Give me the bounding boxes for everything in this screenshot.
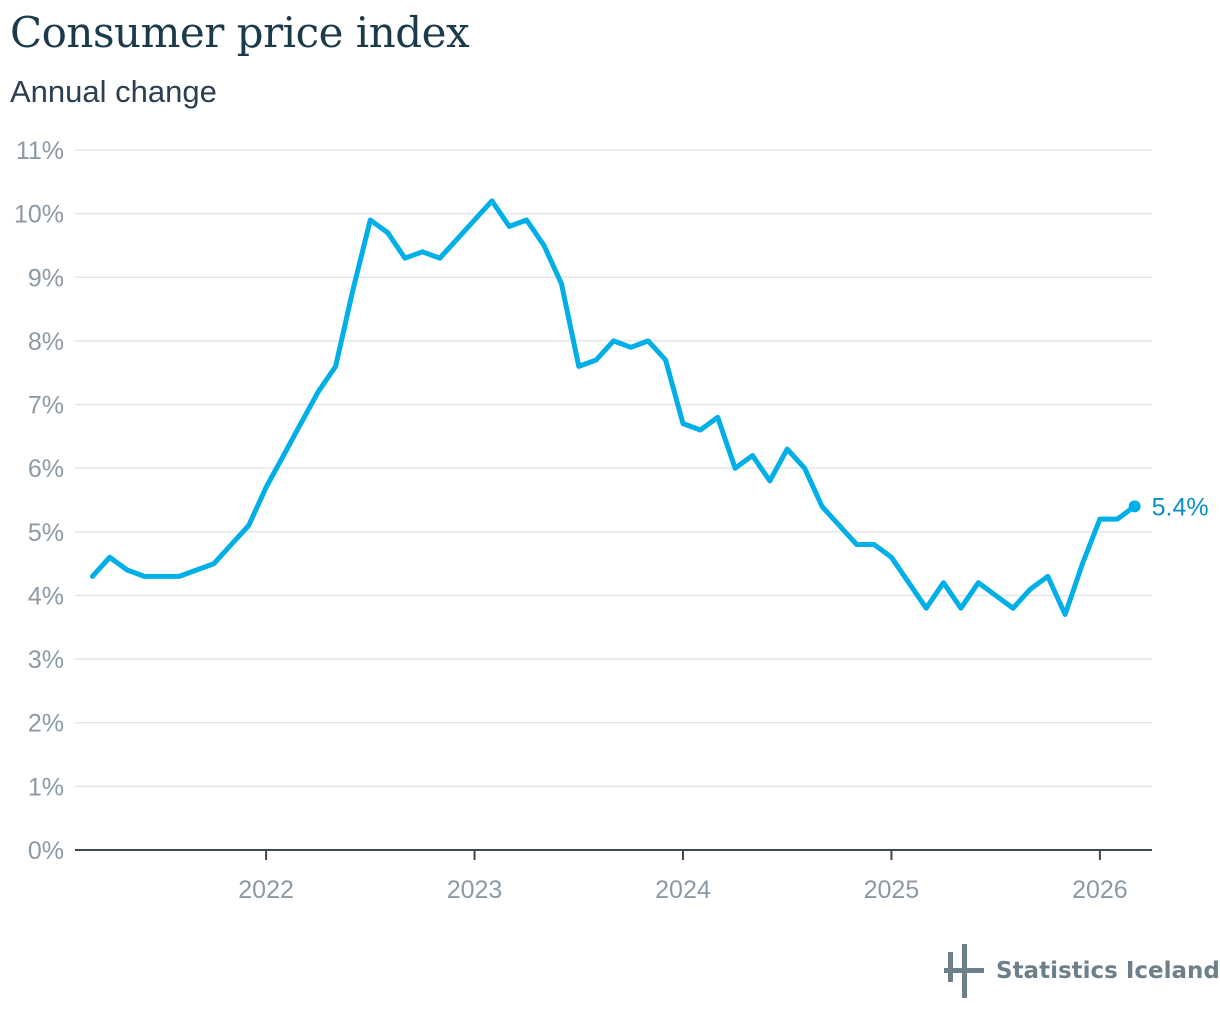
x-tick-label: 2022 xyxy=(238,876,294,904)
series-line xyxy=(89,198,1138,617)
y-tick-label: 9% xyxy=(28,264,64,292)
chart-subtitle: Annual change xyxy=(10,74,217,109)
statistics-iceland-logo: Statistics Iceland xyxy=(944,944,1220,998)
x-tick-label: 2024 xyxy=(655,876,711,904)
chart-title: Consumer price index xyxy=(10,8,470,57)
line-chart: 0% 1% 2% 3% 4% 5% 6% 7% 8% 9% 10% 11% 2022 2023 2024 20… xyxy=(14,137,1209,904)
end-value-label: 5.4% xyxy=(1152,493,1209,521)
x-tick-label: 2023 xyxy=(447,876,503,904)
y-tick-label: 7% xyxy=(28,392,64,420)
y-tick-label: 2% xyxy=(28,710,64,738)
y-tick-label: 5% xyxy=(28,519,64,547)
y-tick-label: 8% xyxy=(28,328,64,356)
y-tick-label: 3% xyxy=(28,646,64,674)
logo-text: Statistics Iceland xyxy=(996,958,1220,984)
end-point-marker xyxy=(1128,500,1141,513)
statistics-iceland-mark-icon xyxy=(944,944,984,998)
y-tick-label: 10% xyxy=(14,201,64,229)
y-tick-label: 0% xyxy=(28,837,64,865)
x-tick-label: 2026 xyxy=(1072,876,1128,904)
y-tick-label: 6% xyxy=(28,455,64,483)
y-tick-label: 1% xyxy=(28,773,64,801)
x-tick-label: 2025 xyxy=(864,876,920,904)
y-tick-label: 4% xyxy=(28,582,64,610)
y-tick-label: 11% xyxy=(16,137,64,165)
